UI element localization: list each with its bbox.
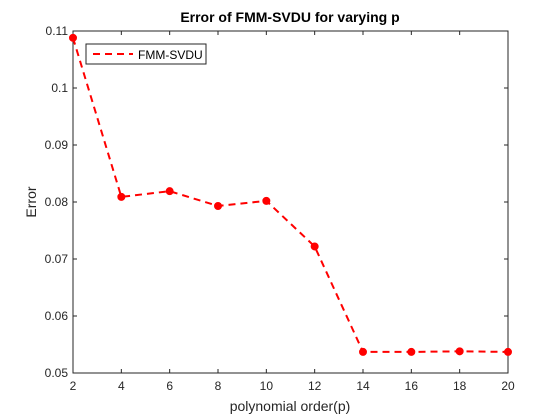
y-tick-label: 0.09 xyxy=(45,138,69,152)
series-layer xyxy=(69,33,512,356)
data-point xyxy=(69,33,77,42)
x-axis-label: polynomial order(p) xyxy=(230,398,351,414)
x-tick-label: 8 xyxy=(215,379,222,393)
data-point xyxy=(359,347,367,356)
legend-box xyxy=(85,43,207,65)
y-axis-label: Error xyxy=(23,186,39,217)
data-point xyxy=(310,242,319,251)
chart-title: Error of FMM-SVDU for varying p xyxy=(180,9,399,25)
legend-label: FMM-SVDU xyxy=(138,48,203,62)
series-line xyxy=(72,37,509,353)
y-tick-label: 0.05 xyxy=(45,366,69,380)
y-tick-label: 0.08 xyxy=(45,195,69,209)
axes-box xyxy=(72,30,509,374)
y-tick-label: 0.07 xyxy=(45,252,69,266)
data-point xyxy=(262,196,271,205)
x-axis-ticks: 2 4 6 8 10 12 14 16 18 20 xyxy=(70,31,515,393)
x-tick-label: 2 xyxy=(70,379,77,393)
legend: FMM-SVDU xyxy=(85,43,207,65)
data-point xyxy=(504,347,512,356)
y-axis-ticks: 0.05 0.06 0.07 0.08 0.09 0.1 0.11 xyxy=(45,24,508,380)
x-tick-label: 10 xyxy=(260,379,274,393)
x-tick-label: 14 xyxy=(356,379,370,393)
y-tick-label: 0.11 xyxy=(46,24,69,38)
x-tick-label: 20 xyxy=(501,379,515,393)
data-point xyxy=(407,347,416,356)
y-tick-label: 0.1 xyxy=(51,81,68,95)
x-tick-label: 12 xyxy=(308,379,322,393)
x-tick-label: 18 xyxy=(453,379,467,393)
x-tick-label: 6 xyxy=(166,379,173,393)
data-point xyxy=(455,347,464,356)
y-tick-label: 0.06 xyxy=(45,309,69,323)
data-point xyxy=(214,201,222,210)
plot-area: 2 4 6 8 10 12 14 16 18 20 0.05 0.06 0.07 0.08 0.09 0.1… xyxy=(45,24,515,393)
data-point xyxy=(165,187,174,196)
data-point xyxy=(117,192,126,201)
x-tick-label: 16 xyxy=(405,379,419,393)
x-tick-label: 4 xyxy=(118,379,125,393)
